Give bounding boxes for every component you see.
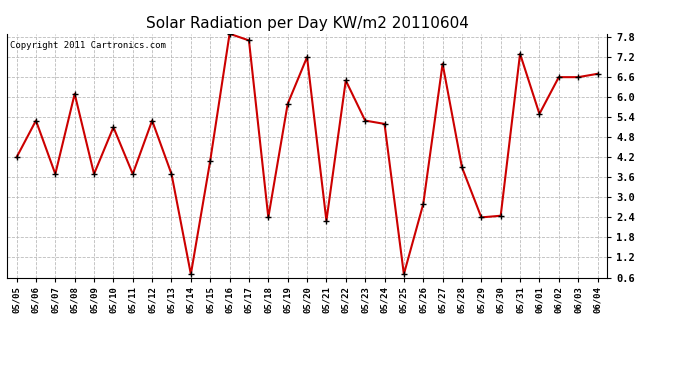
Title: Solar Radiation per Day KW/m2 20110604: Solar Radiation per Day KW/m2 20110604 bbox=[146, 16, 469, 31]
Text: Copyright 2011 Cartronics.com: Copyright 2011 Cartronics.com bbox=[10, 41, 166, 50]
